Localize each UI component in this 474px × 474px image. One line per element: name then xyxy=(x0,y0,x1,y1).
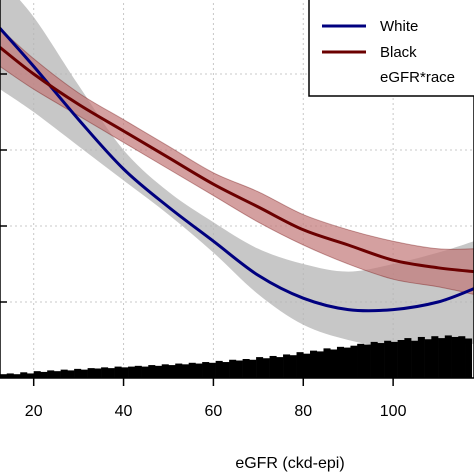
histogram-bar xyxy=(249,359,257,378)
histogram-bar xyxy=(181,364,190,378)
histogram-bar xyxy=(357,343,365,378)
legend-label-interaction: eGFR*race xyxy=(380,69,455,86)
histogram-bar xyxy=(33,371,41,378)
histogram-bar xyxy=(195,363,203,378)
legend-box xyxy=(308,0,474,97)
histogram-bar xyxy=(6,373,14,378)
histogram-bar xyxy=(121,367,129,378)
histogram-bar xyxy=(47,370,55,378)
histogram-bar xyxy=(26,373,34,378)
histogram-bar xyxy=(175,363,183,378)
histogram-bar xyxy=(13,374,21,378)
histogram-bar xyxy=(215,360,223,378)
histogram-bar xyxy=(417,336,425,378)
histogram-bar xyxy=(370,341,378,378)
histogram-bar xyxy=(390,341,398,378)
legend-label-white: White xyxy=(380,18,418,35)
x-tick-label: 60 xyxy=(205,403,223,420)
y-axis-ticks xyxy=(0,73,7,303)
series-line-black xyxy=(0,45,474,274)
plot-frame xyxy=(0,0,474,379)
histogram-bar xyxy=(235,360,243,378)
x-axis: 20 40 60 80 100 xyxy=(25,378,407,420)
histogram-bar xyxy=(377,343,385,378)
histogram-bar xyxy=(343,347,351,378)
histogram-bar xyxy=(188,362,196,378)
histogram-bar xyxy=(316,351,324,378)
histogram-bar xyxy=(384,340,392,378)
histogram-bar xyxy=(276,357,284,378)
histogram-bar xyxy=(53,371,61,378)
x-tick-label: 100 xyxy=(380,403,407,420)
histogram-bar xyxy=(363,344,371,378)
histogram-bar xyxy=(107,368,115,378)
histogram-bar xyxy=(444,335,452,378)
histogram-bar xyxy=(323,348,331,378)
histogram-bar xyxy=(262,358,270,378)
histogram-bar xyxy=(128,366,136,378)
histogram-bar xyxy=(458,336,466,378)
histogram-bar xyxy=(20,372,28,378)
histogram-bar xyxy=(336,346,345,378)
histogram-bar xyxy=(431,336,439,378)
histogram-bar xyxy=(242,359,250,378)
legend-label-black: Black xyxy=(380,44,417,61)
histogram-bar xyxy=(303,353,311,378)
x-axis-label: eGFR (ckd-epi) xyxy=(235,455,344,472)
histogram-bar xyxy=(283,354,291,378)
confidence-bands xyxy=(0,0,474,349)
x-tick-label: 80 xyxy=(294,403,312,420)
histogram-bar xyxy=(40,371,48,378)
series-lines xyxy=(0,26,474,313)
histogram-bar xyxy=(80,369,88,378)
histogram-bar xyxy=(148,365,156,378)
histogram-bar xyxy=(310,350,318,378)
histogram-bar xyxy=(424,339,432,378)
histogram-bar xyxy=(101,367,109,378)
histogram-bar xyxy=(0,374,8,378)
histogram-bar xyxy=(289,355,297,378)
histogram-bar xyxy=(411,340,419,378)
histogram-bar xyxy=(202,362,210,378)
histogram-bar xyxy=(222,362,230,378)
x-tick-label: 40 xyxy=(115,403,133,420)
histogram-bar xyxy=(256,357,264,378)
histogram-bar xyxy=(168,365,176,378)
series-line-white xyxy=(0,26,474,313)
band-white xyxy=(0,0,474,349)
histogram-bar xyxy=(397,340,405,378)
histogram-bar xyxy=(74,368,82,378)
histogram-bar xyxy=(208,362,216,378)
histogram-bar xyxy=(465,338,473,378)
histogram-bar xyxy=(438,338,446,378)
histogram-bar xyxy=(134,365,142,378)
histogram-bar xyxy=(229,359,237,378)
histogram-bar xyxy=(451,336,459,378)
histogram-bar xyxy=(141,366,149,378)
legend: White Black eGFR*race xyxy=(308,0,474,97)
histogram-bar xyxy=(404,338,412,378)
histogram-bar xyxy=(67,370,75,378)
histogram-bar xyxy=(87,368,95,378)
histogram-bar xyxy=(350,345,358,378)
histogram-bar xyxy=(94,368,102,378)
histogram-bar xyxy=(161,364,169,378)
histogram xyxy=(0,335,473,378)
histogram-bar xyxy=(114,366,122,378)
histogram-bar xyxy=(60,369,68,378)
x-tick-label: 20 xyxy=(25,403,43,420)
histogram-bar xyxy=(330,349,338,378)
histogram-bar xyxy=(269,355,277,378)
histogram-bar xyxy=(296,352,304,378)
band-black xyxy=(0,27,474,295)
histogram-bar xyxy=(155,365,163,378)
